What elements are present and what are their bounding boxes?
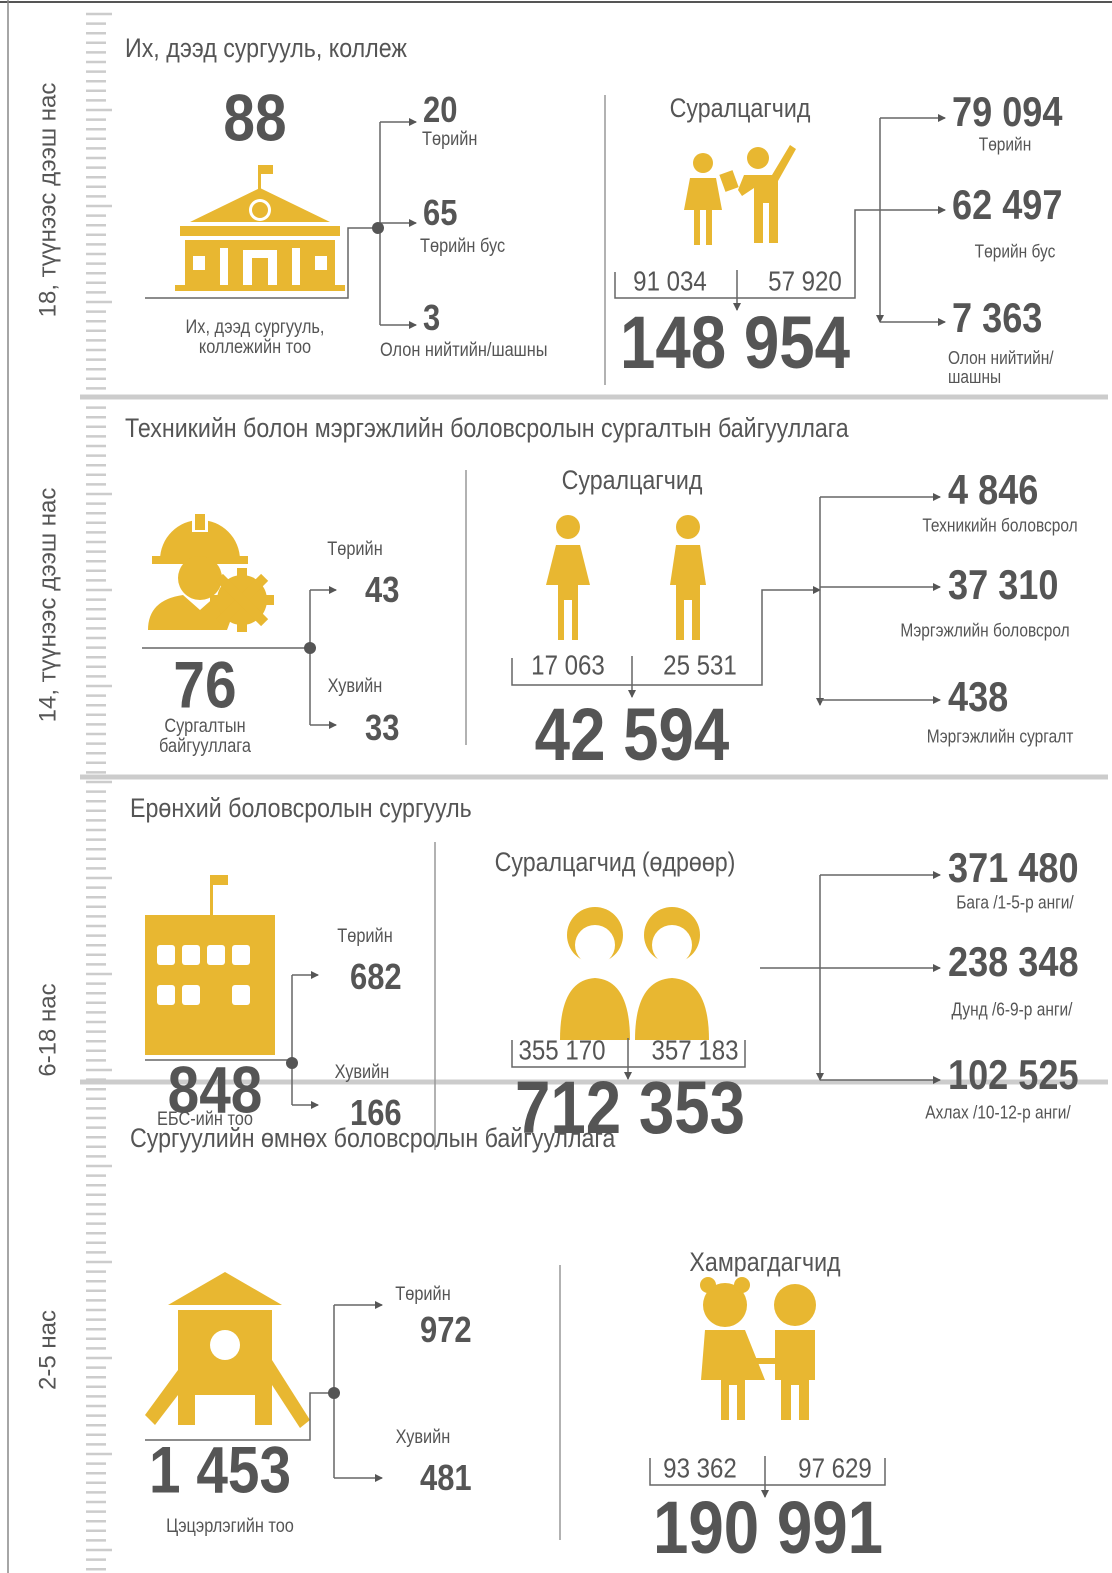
students-male: 357 183 [651,1034,739,1066]
connector [145,227,378,299]
institutions-total: 848 [167,1052,263,1127]
breakdown-value: 43 [365,569,400,611]
breakdown-label: Хувийн [327,676,383,698]
institutions-total: 1 453 [148,1432,292,1507]
students-breakdown-value: 62 497 [952,180,1063,228]
students-breakdown-value: 79 094 [952,87,1063,135]
students-heading: Суралцагчид [561,464,703,495]
age-label: 2-5 нас [34,1310,62,1390]
connectors [142,95,946,1540]
breakdown-value: 972 [420,1309,472,1351]
institutions-label: Цэцэрлэгийн тоо [166,1516,294,1538]
age-label: 6-18 нас [34,983,62,1077]
breakdown-value: 65 [423,192,458,234]
junction-dot [372,222,384,234]
bracket [614,272,856,299]
breakdown-label: Төрийн [395,1284,451,1306]
students-total: 190 991 [652,1486,884,1570]
section-title: Сургуулийн өмнөх боловсролын байгууллага [130,1122,616,1153]
students-heading: Суралцагчид [669,92,811,123]
institutions-label: ЕБС-ийн тоо [157,1109,253,1131]
school-icon [145,875,275,1055]
breakdown-value: 33 [365,707,400,749]
students-breakdown-value: 438 [948,672,1009,720]
breakdown-label: Төрийн [422,129,478,151]
students-breakdown-value: 371 480 [948,843,1079,891]
students-breakdown-value: 102 525 [948,1050,1079,1098]
breakdown-value: 481 [420,1457,472,1499]
students-breakdown-value: 238 348 [948,937,1079,985]
kindergarten-icon [145,1272,310,1428]
breakdown-label: Төрийн бус [420,236,506,258]
icons [145,145,816,1428]
connector [145,1392,334,1441]
breakdown-value: 682 [350,956,402,998]
students-male: 57 920 [768,265,842,297]
section-title: Их, дээд сургууль, коллеж [125,32,407,63]
students-male: 25 531 [663,649,737,681]
institutions-total: 76 [173,647,237,722]
students-breakdown-label: Олон нийтийн/ шашны [948,348,1054,387]
breakdown-value: 166 [350,1092,402,1134]
students-total: 148 954 [619,301,851,385]
bracket [511,658,763,686]
students-heading: Хамрагдагчид [689,1246,841,1277]
students-breakdown-value: 4 846 [948,465,1039,513]
students-heading: Суралцагчид (өдрөөр) [494,846,736,877]
connector-arrow [854,206,946,272]
section-title: Техникийн болон мэргэжлийн боловсролын с… [125,412,849,443]
institutions-label: Их, дээд сургууль, коллежийн тоо [185,317,325,358]
bracket [649,1458,886,1486]
breakdown-value: 3 [423,297,441,339]
junction-dot [304,642,316,654]
kids-icon [560,907,709,1040]
students-breakdown-label: Төрийн бус [974,241,1056,262]
preschool-kids-icon [700,1277,816,1420]
students-breakdown-label: Төрийн [978,134,1032,155]
institutions-label: Сургалтын байгууллага [159,716,251,757]
breakdown-label: Төрийн [337,926,393,948]
ruler [80,12,1108,1571]
breakdown-label: Олон нийтийн/шашны [380,340,548,362]
students-total: 712 353 [514,1066,746,1150]
junction-dot [328,1387,340,1399]
students-breakdown-label: Дунд /6-9-р анги/ [951,999,1073,1020]
students-breakdown-label: Мэргэжлийн боловсрол [900,620,1070,641]
students-female: 93 362 [663,1452,737,1484]
breakdown-label: Хувийн [334,1062,390,1084]
students-breakdown-label: Техникийн боловсрол [922,515,1078,536]
students-female: 91 034 [633,265,707,297]
students-male: 97 629 [798,1452,872,1484]
connector-arrow [761,586,821,658]
breakdown-label: Төрийн [327,539,383,561]
students-breakdown-value: 37 310 [948,560,1059,608]
university-icon [175,165,345,291]
junction-dot [286,1057,298,1069]
students-breakdown-label: Ахлах /10-12-р анги/ [925,1102,1071,1123]
age-label: 14, түүнээс дээш нас [34,487,62,723]
breakdown-label: Хувийн [395,1427,451,1449]
students-breakdown-label: Бага /1-5-р анги/ [956,892,1074,913]
students-female: 355 170 [518,1034,606,1066]
students-total: 42 594 [534,693,730,777]
breakdown-value: 20 [423,89,458,131]
students-breakdown-label: Мэргэжлийн сургалт [926,726,1074,747]
students-breakdown-value: 7 363 [952,293,1043,341]
students-icon [684,145,796,245]
section-title: Ерөнхий боловсролын сургууль [130,792,472,823]
age-label: 18, түүнээс дээш нас [34,82,62,318]
vocational-students-icon [546,515,706,640]
students-female: 17 063 [531,649,605,681]
institutions-total: 88 [223,80,287,155]
worker-icon [148,512,274,632]
